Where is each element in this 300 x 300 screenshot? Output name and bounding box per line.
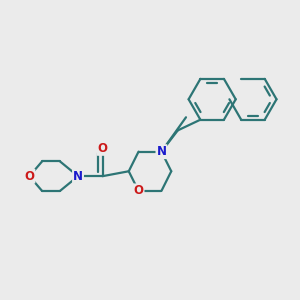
Text: N: N: [157, 145, 166, 158]
Text: O: O: [98, 142, 108, 155]
Text: O: O: [24, 170, 34, 183]
Text: N: N: [73, 170, 83, 183]
Text: O: O: [134, 184, 143, 197]
